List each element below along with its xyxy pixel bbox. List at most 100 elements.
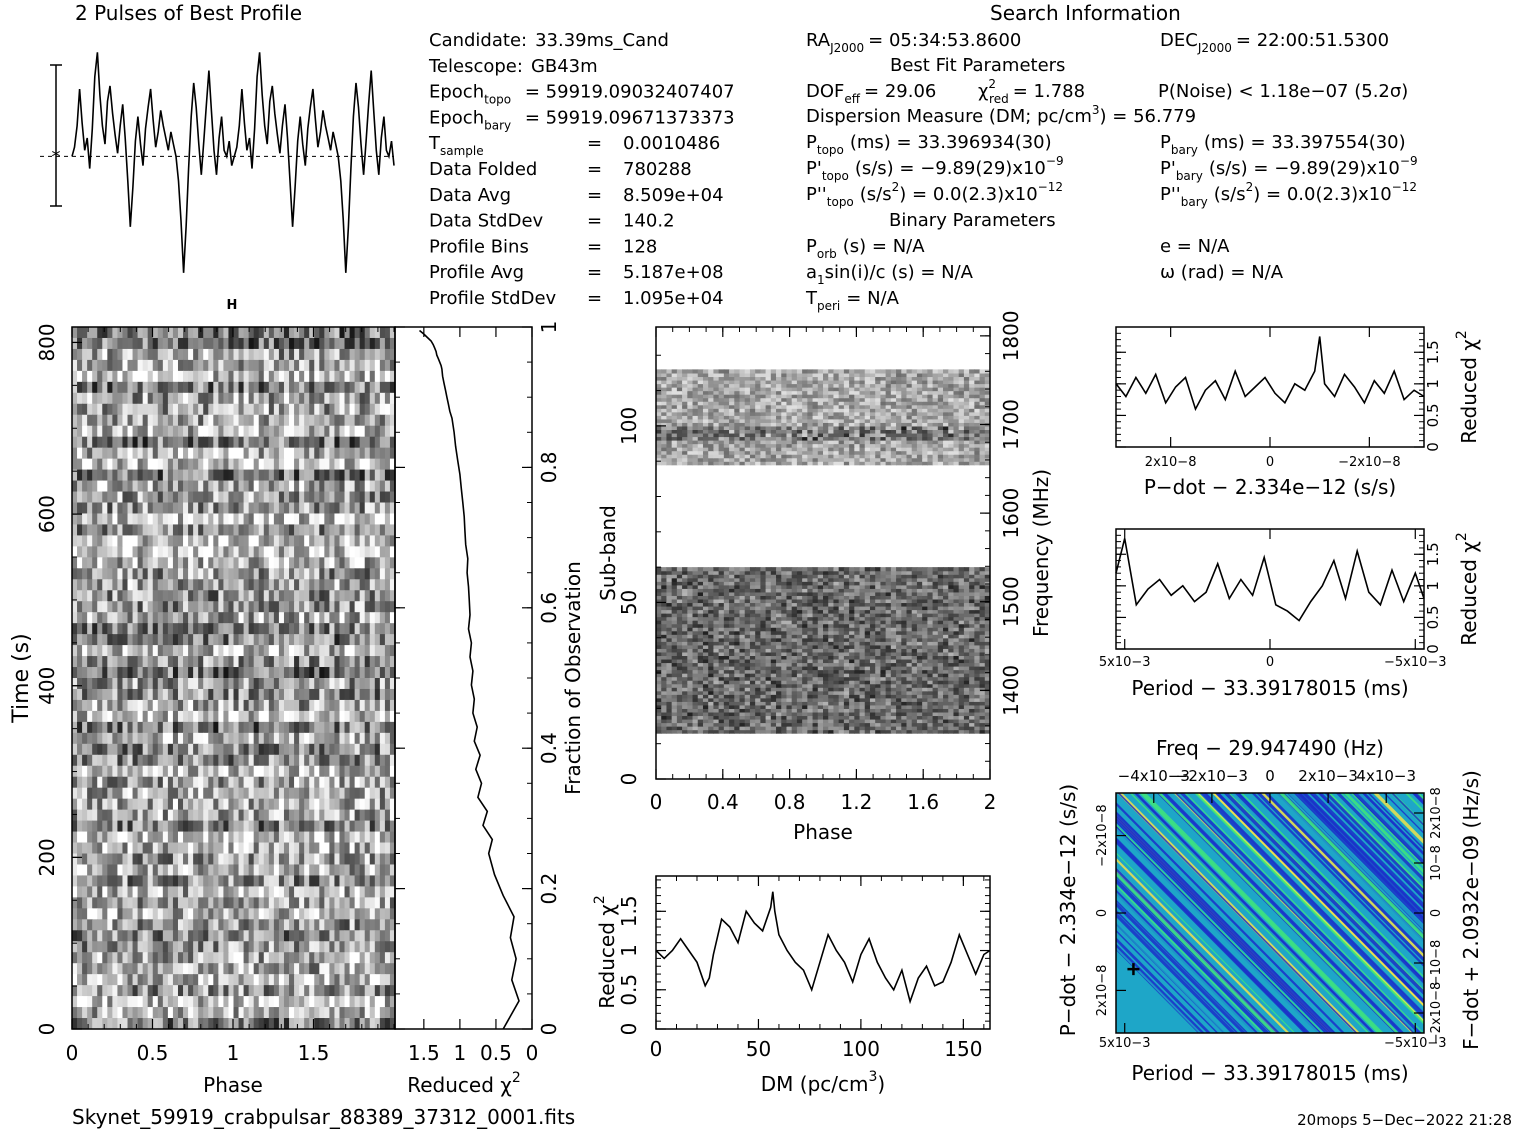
time-phase-cell [283,678,290,690]
time-phase-cell [213,721,219,734]
time-phase-cell [183,634,189,646]
time-phase-cell [389,513,395,526]
time-phase-cell [389,1018,395,1029]
time-phase-cell [359,381,366,394]
candidate-info-eq: = [587,133,602,154]
subband-cell [927,697,934,702]
time-phase-cell [147,469,154,482]
subband-cell [770,711,777,717]
time-phase-cell [334,1018,341,1029]
subband-cell [896,726,902,731]
subband-cell [713,704,720,709]
time-phase-cell [289,491,295,504]
time-phase-cell [283,579,290,591]
time-phase-cell [107,491,113,504]
time-phase-cell [147,831,154,844]
time-phase-cell [127,634,134,646]
time-phase-cell [72,327,78,339]
time-phase-cell [198,853,204,866]
subband-cell [739,726,746,731]
time-phase-cell [319,579,325,591]
time-phase-cell [87,721,93,734]
time-phase-cell [87,831,93,844]
time-phase-cell [147,908,154,920]
subband-cell [692,726,699,731]
time-phase-cell [379,359,386,372]
time-phase-cell [102,985,108,997]
time-phase-cell [329,908,336,920]
time-phase-cell [183,458,189,471]
time-phase-cell [354,337,361,350]
time-phase-cell [167,787,174,800]
time-phase-cell [97,864,103,877]
time-phase-cell [314,370,320,383]
time-phase-cell [384,656,391,668]
time-phase-cell [374,590,381,602]
time-phase-cell [339,337,346,350]
time-phase-cell [334,996,341,1008]
time-phase-cell [359,974,366,986]
time-phase-cell [162,930,169,942]
time-phase-cell [147,359,154,372]
time-phase-cell [319,941,325,953]
time-phase-cell [82,590,88,602]
time-phase-cell [359,623,366,635]
time-phase-cell [142,809,149,822]
time-phase-cell [374,996,381,1008]
time-phase-cell [82,809,88,822]
time-phase-cell [359,645,366,657]
time-phase-cell [112,721,119,734]
time-phase-cell [258,524,265,537]
time-phase-cell [92,469,98,482]
time-phase-cell [87,919,93,931]
subband-cell [713,715,720,720]
time-phase-cell [329,787,336,800]
time-phase-cell [304,370,310,383]
subband-cell [896,711,902,717]
time-phase-cell [304,623,310,635]
time-phase-cell [263,886,270,898]
time-phase-cell [177,853,184,866]
time-phase-cell [283,381,290,394]
time-phase-cell [198,623,204,635]
subband-cell [729,697,735,702]
time-phase-cell [324,853,330,866]
time-chi2-ytick-label: 0.4 [537,732,561,764]
time-phase-cell [289,941,295,953]
time-phase-cell [203,787,209,800]
subband-cell [666,697,673,702]
time-phase-cell [213,864,219,877]
time-phase-cell [309,656,315,668]
time-phase-cell [137,381,144,394]
time-phase-cell [329,710,336,723]
time-phase-cell [193,667,199,679]
time-phase-cell [117,656,124,668]
time-phase-cell [107,963,113,975]
time-phase-cell [208,601,214,613]
time-phase-cell [263,732,270,745]
time-phase-cell [157,502,164,515]
time-phase-cell [243,710,250,723]
time-phase-cell [188,765,194,778]
time-phase-cell [304,853,310,866]
time-phase-cell [162,985,169,997]
time-phase-cell [278,327,285,339]
time-phase-cell [77,337,83,350]
time-phase-cell [97,502,103,515]
time-phase-cell [379,601,386,613]
time-phase-cell [172,348,179,361]
time-phase-cell [294,425,300,438]
time-phase-cell [283,743,290,756]
subband-cell [880,704,887,709]
time-phase-cell [349,469,356,482]
time-phase-cell [203,667,209,679]
time-phase-cell [349,930,356,942]
time-phase-cell [137,612,144,624]
time-phase-cell [203,513,209,526]
time-phase-cell [339,886,346,898]
time-phase-cell [157,842,164,855]
time-phase-cell [162,458,169,471]
time-phase-cell [349,370,356,383]
time-phase-cell [309,721,315,734]
subband-cell [807,722,814,727]
